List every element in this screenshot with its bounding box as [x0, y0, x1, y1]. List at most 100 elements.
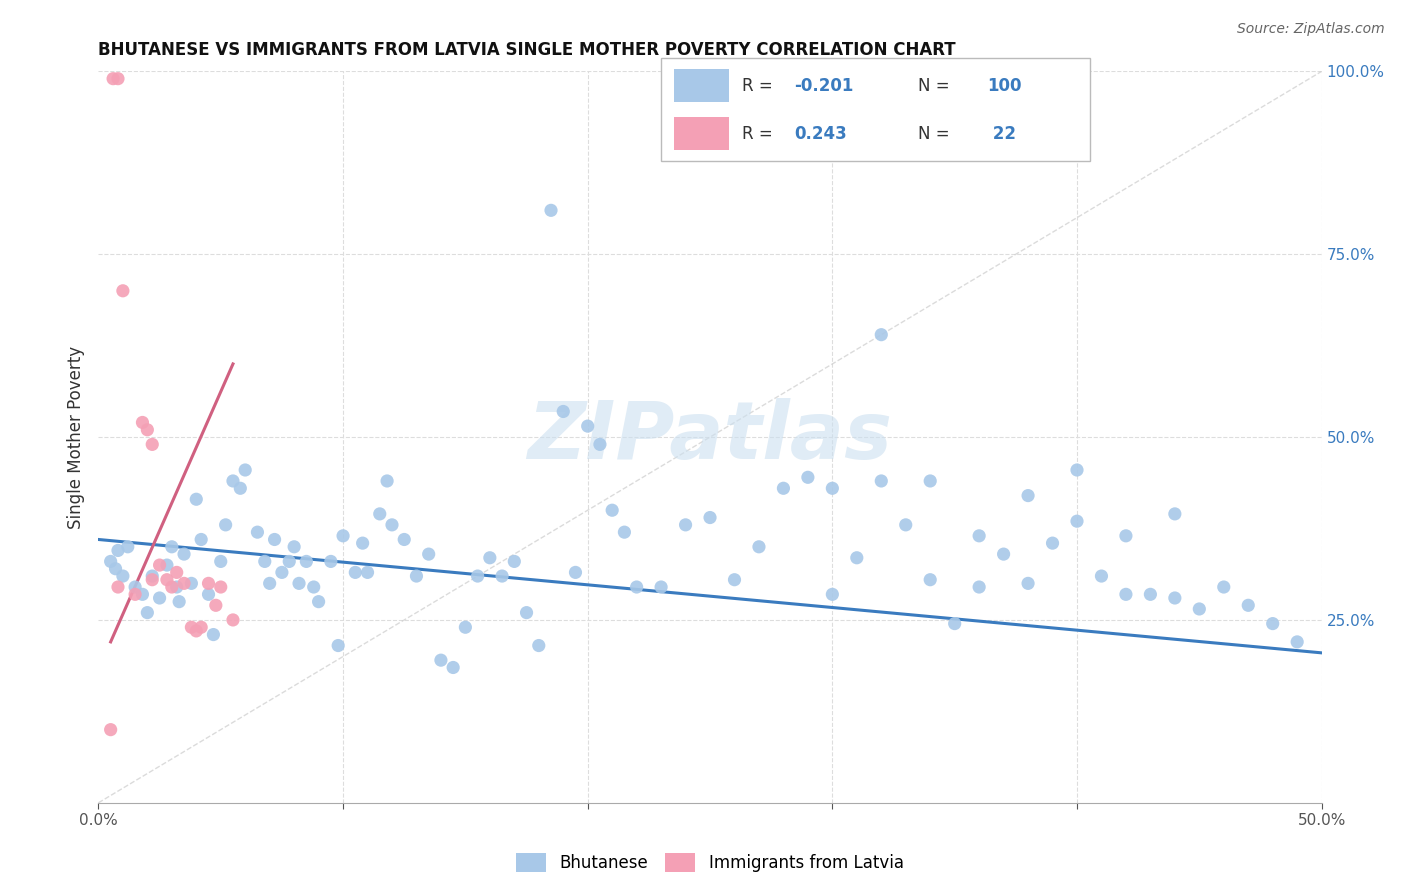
Point	[491, 569, 513, 583]
Point	[229, 481, 252, 495]
Point	[1066, 463, 1088, 477]
Text: BHUTANESE VS IMMIGRANTS FROM LATVIA SINGLE MOTHER POVERTY CORRELATION CHART: BHUTANESE VS IMMIGRANTS FROM LATVIA SING…	[98, 41, 956, 59]
Point	[1164, 591, 1187, 605]
Point	[650, 580, 672, 594]
Point	[920, 474, 942, 488]
Point	[1115, 587, 1137, 601]
FancyBboxPatch shape	[661, 58, 1090, 161]
Point	[1017, 489, 1039, 503]
Text: ZIPatlas: ZIPatlas	[527, 398, 893, 476]
Point	[1066, 514, 1088, 528]
Point	[101, 71, 124, 86]
Point	[136, 606, 159, 620]
Point	[1090, 569, 1112, 583]
Point	[870, 327, 893, 342]
Point	[173, 576, 195, 591]
FancyBboxPatch shape	[673, 118, 730, 150]
Y-axis label: Single Mother Poverty: Single Mother Poverty	[66, 345, 84, 529]
Point	[253, 554, 276, 568]
Point	[870, 474, 893, 488]
Point	[675, 517, 697, 532]
Point	[1017, 576, 1039, 591]
Point	[328, 639, 350, 653]
Point	[405, 569, 427, 583]
Point	[564, 566, 586, 580]
Point	[920, 573, 942, 587]
Point	[209, 580, 232, 594]
Point	[553, 404, 575, 418]
Point	[111, 284, 134, 298]
Point	[1042, 536, 1064, 550]
Point	[1139, 587, 1161, 601]
Point	[295, 554, 318, 568]
Point	[141, 569, 163, 583]
Point	[967, 580, 990, 594]
Text: N =: N =	[918, 125, 955, 143]
FancyBboxPatch shape	[673, 70, 730, 102]
Point	[124, 587, 146, 601]
Point	[259, 576, 281, 591]
Point	[797, 470, 820, 484]
Point	[107, 71, 129, 86]
Point	[288, 576, 311, 591]
Point	[209, 554, 232, 568]
Point	[278, 554, 301, 568]
Point	[173, 547, 195, 561]
Point	[308, 594, 330, 608]
Point	[131, 587, 153, 601]
Legend: Bhutanese, Immigrants from Latvia: Bhutanese, Immigrants from Latvia	[510, 846, 910, 879]
Point	[302, 580, 325, 594]
Point	[141, 437, 163, 451]
Point	[197, 576, 219, 591]
Point	[503, 554, 526, 568]
Point	[352, 536, 374, 550]
Point	[821, 587, 844, 601]
Point	[222, 613, 245, 627]
Point	[600, 503, 623, 517]
Point	[214, 517, 236, 532]
Point	[1212, 580, 1234, 594]
Point	[576, 419, 599, 434]
Point	[723, 573, 745, 587]
Point	[124, 580, 146, 594]
Point	[344, 566, 367, 580]
Point	[156, 558, 179, 573]
Point	[430, 653, 453, 667]
Point	[270, 566, 294, 580]
Text: 100: 100	[987, 77, 1021, 95]
Text: 0.243: 0.243	[794, 125, 846, 143]
Text: R =: R =	[742, 125, 783, 143]
Point	[1164, 507, 1187, 521]
Point	[100, 554, 122, 568]
Point	[748, 540, 770, 554]
Point	[131, 416, 153, 430]
Point	[368, 507, 391, 521]
Point	[160, 540, 183, 554]
Point	[375, 474, 398, 488]
Point	[1237, 599, 1260, 613]
Point	[319, 554, 342, 568]
Point	[1261, 616, 1284, 631]
Point	[149, 558, 172, 573]
Point	[943, 616, 966, 631]
Text: Source: ZipAtlas.com: Source: ZipAtlas.com	[1237, 22, 1385, 37]
Point	[613, 525, 636, 540]
Point	[418, 547, 440, 561]
Point	[190, 533, 212, 547]
Point	[967, 529, 990, 543]
Point	[180, 620, 202, 634]
Point	[332, 529, 354, 543]
Point	[527, 639, 550, 653]
Point	[515, 606, 537, 620]
Point	[1188, 602, 1211, 616]
Point	[117, 540, 139, 554]
Point	[111, 569, 134, 583]
Point	[197, 587, 219, 601]
Point	[263, 533, 285, 547]
Point	[160, 580, 183, 594]
Point	[467, 569, 489, 583]
Point	[589, 437, 612, 451]
Point	[454, 620, 477, 634]
Text: 22: 22	[987, 125, 1015, 143]
Point	[107, 580, 129, 594]
